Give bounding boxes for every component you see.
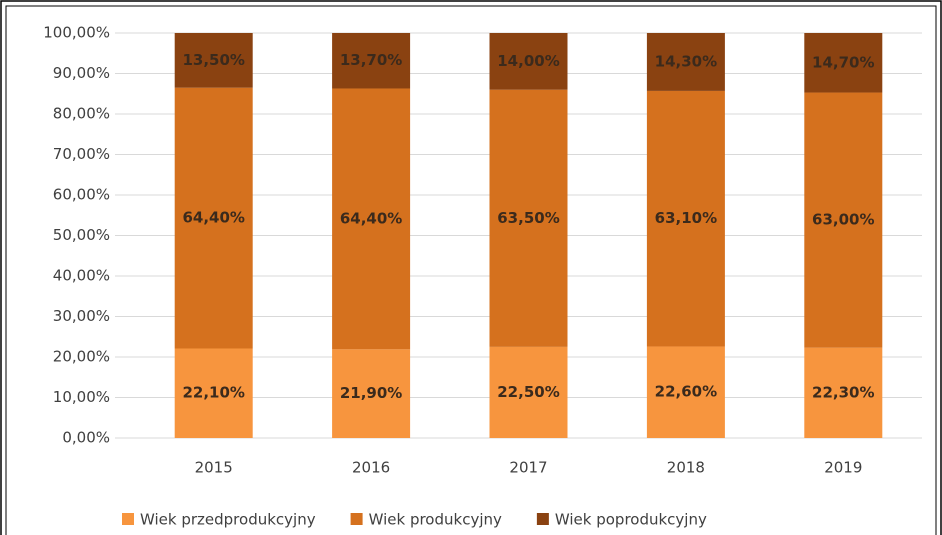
value-label: 22,30% <box>812 383 874 401</box>
x-tick-label: 2016 <box>352 459 390 477</box>
y-tick-label: 70,00% <box>53 145 110 163</box>
value-label: 64,40% <box>340 209 402 227</box>
y-tick-label: 0,00% <box>62 429 110 447</box>
y-tick-label: 30,00% <box>53 307 110 325</box>
y-tick-label: 10,00% <box>53 388 110 406</box>
y-tick-label: 60,00% <box>53 186 110 204</box>
x-tick-label: 2018 <box>667 459 705 477</box>
value-label: 14,00% <box>497 52 559 70</box>
legend-label: Wiek przedprodukcyjny <box>140 511 316 529</box>
bar-segment <box>646 90 725 347</box>
value-label: 22,60% <box>655 383 717 401</box>
inner-frame <box>5 5 937 535</box>
legend-swatch <box>536 513 549 525</box>
bar-segment <box>332 88 411 350</box>
y-tick-label: 90,00% <box>53 64 110 82</box>
value-label: 13,70% <box>340 51 402 69</box>
y-tick-label: 40,00% <box>53 267 110 285</box>
legend-label: Wiek poprodukcyjny <box>555 511 707 529</box>
bar-segment <box>332 349 411 438</box>
value-label: 63,50% <box>497 209 559 227</box>
x-tick-label: 2017 <box>509 459 547 477</box>
bar-segment <box>489 33 568 90</box>
bar-segment <box>489 346 568 438</box>
value-label: 22,10% <box>182 384 244 402</box>
value-label: 13,50% <box>182 51 244 69</box>
legend-swatch <box>350 513 363 525</box>
bar-segment <box>646 346 725 438</box>
bar-segment <box>804 92 883 348</box>
value-label: 64,40% <box>182 209 244 227</box>
legend-label: Wiek produkcyjny <box>369 511 502 529</box>
bar-segment <box>174 348 253 438</box>
bar-segment <box>804 33 883 93</box>
value-label: 14,30% <box>655 52 717 70</box>
value-label: 22,50% <box>497 383 559 401</box>
bar-segment <box>174 87 253 349</box>
y-tick-label: 80,00% <box>53 105 110 123</box>
bar-segment <box>174 33 253 88</box>
bar-segment <box>489 89 568 347</box>
y-tick-label: 50,00% <box>53 226 110 244</box>
bar-segment <box>332 33 411 89</box>
bar-segment <box>804 347 883 438</box>
value-label: 21,90% <box>340 384 402 402</box>
legend-swatch <box>122 513 134 525</box>
x-tick-label: 2015 <box>195 459 233 477</box>
value-label: 63,10% <box>655 209 717 227</box>
value-label: 14,70% <box>812 53 874 71</box>
y-tick-label: 20,00% <box>53 348 110 366</box>
value-label: 63,00% <box>812 211 874 229</box>
x-tick-label: 2019 <box>824 459 862 477</box>
bar-segment <box>646 33 725 91</box>
y-tick-label: 100,00% <box>43 24 110 42</box>
